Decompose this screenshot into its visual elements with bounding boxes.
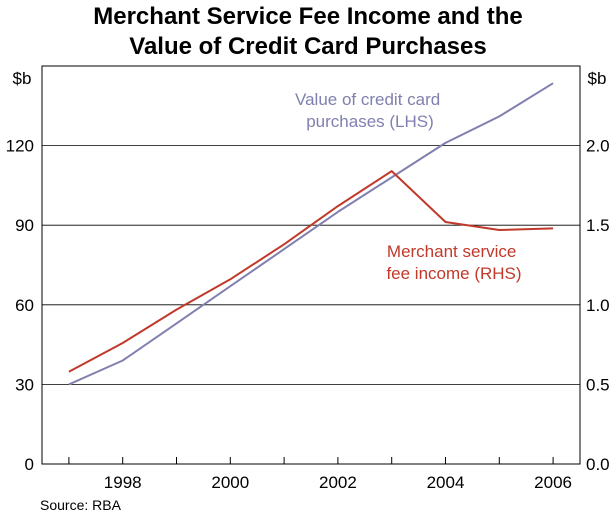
x-axis-ticks: 1998 2000 2002 2004 2006 — [68, 457, 572, 492]
purchases-series-line — [68, 82, 554, 386]
x-tick-label: 1998 — [104, 473, 142, 492]
chart-title-line-2: Value of Credit Card Purchases — [129, 33, 487, 60]
right-tick-label: 0.5 — [586, 375, 610, 394]
left-tick-label: 90 — [15, 216, 34, 235]
left-tick-label: 60 — [15, 296, 34, 315]
chart-title: Merchant Service Fee Income and the Valu… — [0, 2, 616, 62]
purchases-label-line-2: purchases (LHS) — [306, 112, 434, 131]
right-tick-label: 1.5 — [586, 216, 610, 235]
left-tick-label: 0 — [25, 455, 34, 474]
right-tick-label: 1.0 — [586, 296, 610, 315]
x-tick-label: 2000 — [211, 473, 249, 492]
right-tick-label: 0.0 — [586, 455, 610, 474]
fee-income-series-line — [68, 170, 554, 373]
right-axis-unit: $b — [588, 69, 607, 88]
left-axis-unit: $b — [13, 69, 32, 88]
x-tick-label: 2002 — [319, 473, 357, 492]
fee-income-label-line-1: Merchant service — [387, 242, 516, 261]
right-tick-label: 2.0 — [586, 137, 610, 156]
purchases-series-label: Value of credit card purchases (LHS) — [295, 90, 445, 131]
source-note: Source: RBA — [40, 497, 121, 513]
purchases-label-line-1: Value of credit card — [295, 90, 440, 109]
x-tick-label: 2004 — [427, 473, 465, 492]
y-axis-ticks: 0 0.0 30 0.5 60 1.0 90 1.5 120 2.0 — [6, 137, 610, 474]
fee-income-series-label: Merchant service fee income (RHS) — [386, 242, 521, 283]
fee-income-label-line-2: fee income (RHS) — [386, 264, 521, 283]
chart-title-line-1: Merchant Service Fee Income and the — [93, 3, 523, 30]
left-tick-label: 120 — [6, 137, 34, 156]
series-lines — [68, 82, 554, 386]
left-tick-label: 30 — [15, 375, 34, 394]
x-tick-label: 2006 — [534, 473, 572, 492]
plot-frame — [41, 65, 581, 465]
